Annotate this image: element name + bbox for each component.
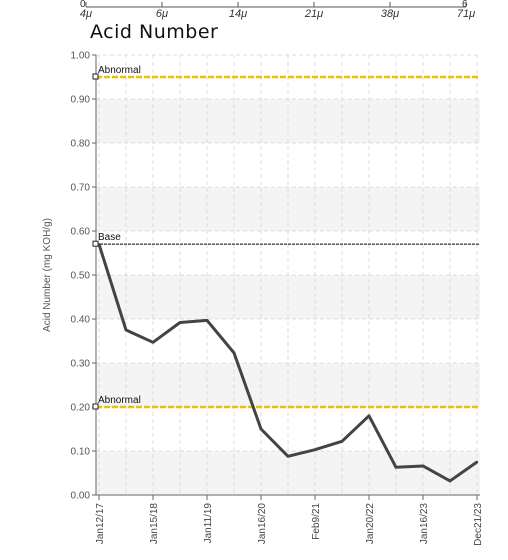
data-point [286, 455, 290, 458]
plot-band [96, 451, 480, 495]
x-tick-label: Jan11/19 [203, 503, 214, 544]
plot-band [96, 143, 480, 187]
y-axis-label: Acid Number (mg KOH/g) [42, 218, 53, 332]
y-tick-label: 0.10 [71, 447, 91, 458]
top-axis-tick-label: 14μ [229, 8, 247, 20]
y-axis-ticks: 0.00 0.10 0.20 0.30 0.40 0.50 0.60 0.70 0.80 0.90… [71, 51, 96, 502]
data-point [178, 321, 182, 324]
gridlines [96, 54, 480, 496]
y-tick-label: 0.90 [71, 95, 91, 106]
x-tick-label: Jan15/18 [149, 503, 160, 545]
plot-band [96, 319, 480, 363]
y-tick-label: 0.00 [71, 491, 91, 502]
data-point [124, 328, 128, 332]
threshold-lines: Abnormal Base Abnormal [92, 65, 480, 410]
y-tick-label: 0.80 [71, 139, 91, 150]
data-series [97, 243, 479, 483]
top-axis-tick-label: 38μ [381, 8, 399, 20]
top-axis-tick-label: 4μ [80, 8, 92, 20]
y-tick-label: 0.50 [71, 271, 91, 282]
left-panel-edge [0, 0, 14, 556]
data-point [367, 414, 371, 417]
top-axis-tick-label: 6μ [156, 8, 168, 20]
x-tick-label: Jan20/22 [365, 503, 376, 545]
y-tick-label: 0.40 [71, 315, 91, 326]
top-axis-strip: 0 6 4μ 6μ 14μ 21μ 38μ 71μ [80, 0, 475, 20]
x-tick-label: Feb9/21 [311, 503, 322, 540]
data-point [340, 440, 344, 443]
threshold-marker [92, 73, 99, 80]
y-tick-label: 0.60 [71, 227, 91, 238]
y-tick-label: 0.70 [71, 183, 91, 194]
y-tick-label: 0.30 [71, 359, 91, 370]
left-panel-edge-graphic [0, 0, 14, 556]
data-point [475, 460, 479, 464]
threshold-label: Abnormal [98, 65, 141, 76]
y-tick-label: 0.20 [71, 403, 91, 414]
threshold-marker [92, 403, 99, 410]
top-axis-left-end: 0 [80, 0, 86, 10]
x-tick-label: Jan16/23 [419, 503, 430, 545]
top-axis-tick-label: 21μ [304, 8, 323, 20]
data-point [97, 243, 101, 246]
top-axis-tick-label: 71μ [457, 8, 475, 20]
top-axis-ticks: 4μ 6μ 14μ 21μ 38μ 71μ [80, 2, 475, 20]
data-point [151, 341, 155, 344]
data-point [313, 448, 317, 451]
threshold-label: Abnormal [98, 395, 141, 406]
data-point [421, 464, 425, 468]
data-point [394, 466, 398, 469]
x-tick-label: Jan12/17 [95, 503, 106, 545]
y-tick-label: 1.00 [71, 51, 91, 62]
top-axis-right-end: 6 [462, 0, 468, 10]
data-point [259, 427, 263, 431]
data-point [232, 351, 236, 355]
x-axis-ticks: Jan12/17 Jan15/18 Jan11/19 Jan16/20 Feb9/21 J… [95, 495, 484, 546]
data-point [448, 479, 452, 483]
x-tick-label: Jan16/20 [257, 503, 268, 545]
x-tick-label: Dec21/23 [473, 503, 484, 546]
chart-title: Acid Number [90, 21, 219, 43]
threshold-label: Base [98, 232, 121, 243]
data-point [205, 319, 209, 322]
